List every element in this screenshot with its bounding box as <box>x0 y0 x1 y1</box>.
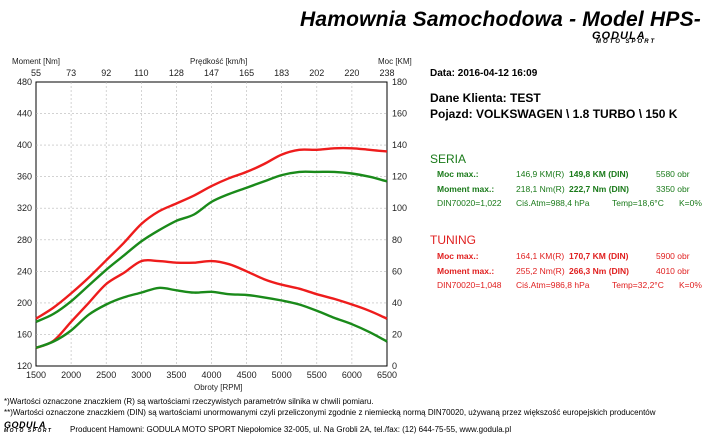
tuning-title: TUNING <box>430 233 476 247</box>
right-tick-label: 40 <box>392 298 402 308</box>
left-tick-label: 280 <box>17 235 32 245</box>
speed-tick-label: 147 <box>204 68 219 78</box>
right-tick-label: 180 <box>392 77 407 87</box>
logo-text: GODULA <box>592 30 646 42</box>
seria-moment-din: 222,7 Nm (DIN) <box>569 184 629 194</box>
footer-note-r: *)Wartości oznaczone znaczkiem (R) są wa… <box>4 397 374 406</box>
footer-note-din: **)Wartości oznaczone znaczkiem (DIN) są… <box>4 408 656 417</box>
top-axis-ticks: 55 73 92 110 128 147 165 183 202 220 238 <box>31 68 395 78</box>
left-tick-label: 160 <box>17 329 32 339</box>
speed-tick-label: 128 <box>169 68 184 78</box>
x-tick-label: 2000 <box>61 370 81 380</box>
right-tick-label: 60 <box>392 266 402 276</box>
tuning-temp: Temp=32,2°C <box>612 280 664 290</box>
right-tick-label: 20 <box>392 329 402 339</box>
tuning-moment-r: 255,2 Nm(R) <box>516 266 565 276</box>
left-tick-label: 200 <box>17 298 32 308</box>
seria-cis: Ciś.Atm=988,4 hPa <box>516 198 590 208</box>
speed-tick-label: 238 <box>379 68 394 78</box>
x-tick-label: 5500 <box>307 370 327 380</box>
speed-tick-label: 202 <box>309 68 324 78</box>
right-tick-label: 0 <box>392 361 397 371</box>
seria-k: K=0% <box>679 198 702 208</box>
x-tick-label: 4500 <box>237 370 257 380</box>
tuning-moment-din: 266,3 Nm (DIN) <box>569 266 629 276</box>
tuning-cis: Ciś.Atm=986,8 hPa <box>516 280 590 290</box>
tuning-din: DIN70020=1,048 <box>437 280 502 290</box>
logo-subtext: MOTO SPORT <box>596 39 657 45</box>
x-tick-label: 6500 <box>377 370 397 380</box>
left-tick-label: 320 <box>17 203 32 213</box>
test-date: Data: 2016-04-12 16:09 <box>430 68 538 79</box>
right-axis-label: Moc [KM] <box>378 57 412 66</box>
x-tick-label: 5000 <box>272 370 292 380</box>
seria-moc-din: 149,8 KM (DIN) <box>569 169 629 179</box>
seria-moment-r: 218,1 Nm(R) <box>516 184 565 194</box>
seria-moment-obr: 3350 obr <box>656 184 690 194</box>
left-tick-label: 400 <box>17 140 32 150</box>
tuning-moc-din: 170,7 KM (DIN) <box>569 251 629 261</box>
tuning-moc-label: Moc max.: <box>437 251 479 261</box>
left-tick-label: 360 <box>17 172 32 182</box>
tuning-moc-obr: 5900 obr <box>656 251 690 261</box>
seria-power-line <box>35 170 388 323</box>
speed-tick-label: 55 <box>31 68 41 78</box>
left-axis-ticks: 120 160 200 240 280 320 360 400 440 480 <box>17 77 32 371</box>
right-tick-label: 160 <box>392 109 407 119</box>
footer-producer: Producent Hamowni: GODULA MOTO SPORT Nie… <box>70 425 512 434</box>
series-lines <box>35 146 388 350</box>
seria-moment-label: Moment max.: <box>437 184 495 194</box>
seria-din: DIN70020=1,022 <box>437 198 502 208</box>
seria-moc-label: Moc max.: <box>437 169 479 179</box>
right-tick-label: 120 <box>392 172 407 182</box>
speed-tick-label: 165 <box>239 68 254 78</box>
godula-logo: GODULA MOTO SPORT <box>592 30 656 45</box>
right-axis-ticks: 0 20 40 60 80 100 120 140 160 180 <box>392 77 407 371</box>
x-tick-label: 6000 <box>342 370 362 380</box>
tuning-power-line <box>35 146 388 320</box>
vehicle-name: Pojazd: VOLKSWAGEN \ 1.8 TURBO \ 150 K <box>430 107 678 121</box>
x-tick-label: 4000 <box>201 370 221 380</box>
left-axis-label: Moment [Nm] <box>12 57 60 66</box>
tuning-moment-label: Moment max.: <box>437 266 495 276</box>
seria-moc-r: 146,9 KM(R) <box>516 169 565 179</box>
top-axis-label: Prędkość [km/h] <box>190 57 247 66</box>
speed-tick-label: 92 <box>101 68 111 78</box>
left-tick-label: 440 <box>17 109 32 119</box>
tuning-k: K=0% <box>679 280 702 290</box>
left-tick-label: 240 <box>17 266 32 276</box>
dyno-chart: 120 160 200 240 280 320 360 400 440 480 0 20 40 60 80… <box>12 57 412 392</box>
footer-logo: GODULA MOTO SPORT <box>4 420 53 434</box>
seria-moc-obr: 5580 obr <box>656 169 690 179</box>
right-tick-label: 100 <box>392 203 407 213</box>
right-tick-label: 80 <box>392 235 402 245</box>
x-tick-label: 2500 <box>96 370 116 380</box>
tuning-moc-r: 164,1 KM(R) <box>516 251 565 261</box>
x-tick-label: 3000 <box>131 370 151 380</box>
grid <box>36 82 387 366</box>
speed-tick-label: 220 <box>344 68 359 78</box>
seria-torque-line <box>35 286 388 350</box>
page-title: Hamownia Samochodowa - Model HPS- <box>300 8 701 31</box>
tuning-moment-obr: 4010 obr <box>656 266 690 276</box>
client-name: Dane Klienta: TEST <box>430 91 541 105</box>
footer-logo-subtext: MOTO SPORT <box>4 428 53 434</box>
x-tick-label: 1500 <box>26 370 46 380</box>
speed-tick-label: 110 <box>134 68 148 78</box>
speed-tick-label: 73 <box>66 68 76 78</box>
left-tick-label: 480 <box>17 77 32 87</box>
footer-logo-text: GODULA <box>4 420 46 430</box>
tuning-torque-line <box>35 258 388 350</box>
bottom-axis-label: Obroty [RPM] <box>194 383 242 392</box>
x-tick-label: 3500 <box>166 370 186 380</box>
left-tick-label: 120 <box>17 361 32 371</box>
seria-temp: Temp=18,6°C <box>612 198 664 208</box>
speed-tick-label: 183 <box>274 68 289 78</box>
right-tick-label: 140 <box>392 140 407 150</box>
seria-title: SERIA <box>430 152 467 166</box>
bottom-axis-ticks: 1500 2000 2500 3000 3500 4000 4500 5000 5500 6000… <box>26 370 397 380</box>
